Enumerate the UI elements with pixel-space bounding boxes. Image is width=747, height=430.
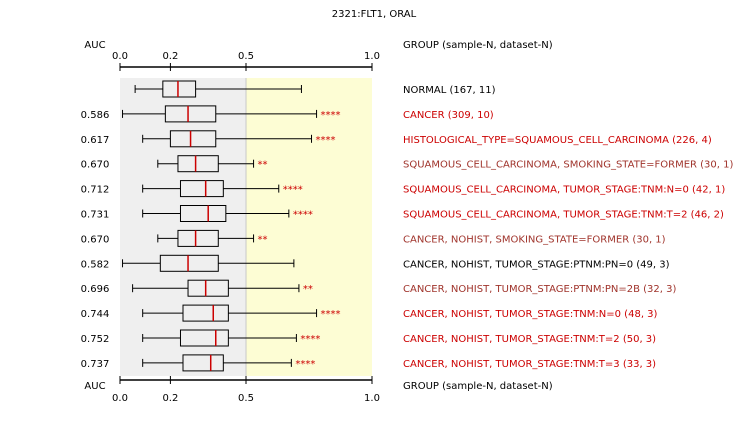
iqr-box — [187, 279, 229, 297]
box-row: 0.582 CANCER, NOHIST, TUMOR_STAGE:PTNM:PN… — [81, 254, 670, 272]
significance-stars: ** — [258, 160, 268, 171]
auc-value: 0.582 — [81, 259, 110, 270]
bottom-axis-tick-label: 0.0 — [112, 393, 128, 404]
iqr-box — [179, 180, 224, 198]
iqr-box — [182, 354, 224, 372]
group-label: SQUAMOUS_CELL_CARCINOMA, TUMOR_STAGE:TNM… — [403, 210, 724, 221]
top-axis-tick-label: 0.2 — [162, 51, 178, 62]
iqr-box — [162, 80, 197, 98]
significance-stars: ** — [258, 234, 268, 245]
group-label: CANCER, NOHIST, TUMOR_STAGE:PTNM:PN=2B (… — [403, 284, 676, 295]
significance-stars: **** — [283, 185, 303, 196]
group-label: HISTOLOGICAL_TYPE=SQUAMOUS_CELL_CARCINOM… — [403, 135, 712, 146]
auc-value: 0.752 — [81, 334, 110, 345]
iqr-box — [159, 254, 219, 272]
auc-value: 0.617 — [81, 135, 110, 146]
group-label: SQUAMOUS_CELL_CARCINOMA, SMOKING_STATE=F… — [403, 160, 733, 171]
top-axis-tick-label: 1.0 — [364, 51, 380, 62]
auc-value: 0.670 — [81, 160, 110, 171]
group-label: SQUAMOUS_CELL_CARCINOMA, TUMOR_STAGE:TNM… — [403, 185, 725, 196]
significance-stars: **** — [300, 334, 320, 345]
top-axis-tick-label: 0.0 — [112, 51, 128, 62]
group-label: CANCER, NOHIST, TUMOR_STAGE:TNM:T=2 (50,… — [403, 334, 656, 345]
auc-value: 0.696 — [81, 284, 110, 295]
auc-value: 0.737 — [81, 359, 110, 370]
top-axis: 0.0 0.2 0.5 1.0 — [112, 51, 380, 71]
group-label: CANCER (309, 10) — [403, 110, 494, 121]
auc-header-top: AUC — [84, 40, 105, 51]
group-label: CANCER, NOHIST, TUMOR_STAGE:TNM:N=0 (48,… — [403, 309, 658, 320]
auc-value: 0.744 — [81, 309, 110, 320]
box-row: 0.670 ** CANCER, NOHIST, SMOKING_STATE=FOR… — [81, 229, 666, 247]
box-row: 0.586 **** CANCER (309, 10) — [81, 105, 494, 123]
iqr-box — [177, 155, 219, 173]
iqr-box — [179, 329, 229, 347]
group-header-bottom: GROUP (sample-N, dataset-N) — [403, 381, 553, 392]
bottom-axis-tick-label: 0.2 — [162, 393, 178, 404]
group-header-top: GROUP (sample-N, dataset-N) — [403, 40, 553, 51]
bottom-axis-tick-label: 0.5 — [238, 393, 254, 404]
chart-title: 2321:FLT1, ORAL — [332, 9, 417, 20]
significance-stars: **** — [295, 359, 315, 370]
group-label: CANCER, NOHIST, TUMOR_STAGE:PTNM:PN=0 (4… — [403, 259, 670, 270]
significance-stars: **** — [321, 309, 341, 320]
significance-stars: **** — [293, 210, 313, 221]
iqr-box — [182, 304, 229, 322]
bottom-axis: 0.0 0.2 0.5 1.0 — [112, 376, 380, 404]
box-row: 0.752 **** CANCER, NOHIST, TUMOR_STAGE:TNM… — [81, 329, 656, 347]
bottom-axis-tick-label: 1.0 — [364, 393, 380, 404]
auc-value: 0.731 — [81, 210, 110, 221]
auc-value: 0.586 — [81, 110, 110, 121]
auc-value: 0.670 — [81, 234, 110, 245]
significance-stars: ** — [303, 284, 313, 295]
iqr-box — [179, 205, 227, 222]
auc-header-bottom: AUC — [84, 381, 105, 392]
group-label: NORMAL (167, 11) — [403, 85, 496, 96]
box-row: 0.737 **** CANCER, NOHIST, TUMOR_STAGE:TNM… — [81, 354, 656, 372]
top-axis-tick-label: 0.5 — [238, 51, 254, 62]
iqr-box — [164, 105, 217, 123]
normal-background-band — [120, 78, 246, 376]
group-label: CANCER, NOHIST, SMOKING_STATE=FORMER (30… — [403, 234, 666, 245]
iqr-box — [177, 229, 219, 247]
box-row: 0.744 **** CANCER, NOHIST, TUMOR_STAGE:TNM… — [81, 304, 658, 322]
significance-stars: **** — [316, 135, 336, 146]
box-row: 0.712 **** SQUAMOUS_CELL_CARCINOMA, TUMOR_… — [81, 180, 725, 198]
box-row: 0.670 ** SQUAMOUS_CELL_CARCINOMA, SMOKING_… — [81, 155, 733, 173]
box-row: 0.731 **** SQUAMOUS_CELL_CARCINOMA, TUMOR_… — [81, 205, 724, 222]
box-row: NORMAL (167, 11) — [134, 80, 496, 98]
cancer-background-band — [246, 78, 372, 376]
auc-value: 0.712 — [81, 185, 110, 196]
box-row: 0.617 **** HISTOLOGICAL_TYPE=SQUAMOUS_CELL… — [81, 130, 712, 148]
significance-stars: **** — [321, 110, 341, 121]
group-label: CANCER, NOHIST, TUMOR_STAGE:TNM:T=3 (33,… — [403, 359, 656, 370]
iqr-box — [169, 130, 217, 148]
box-row: 0.696 ** CANCER, NOHIST, TUMOR_STAGE:PTNM:… — [81, 279, 676, 297]
